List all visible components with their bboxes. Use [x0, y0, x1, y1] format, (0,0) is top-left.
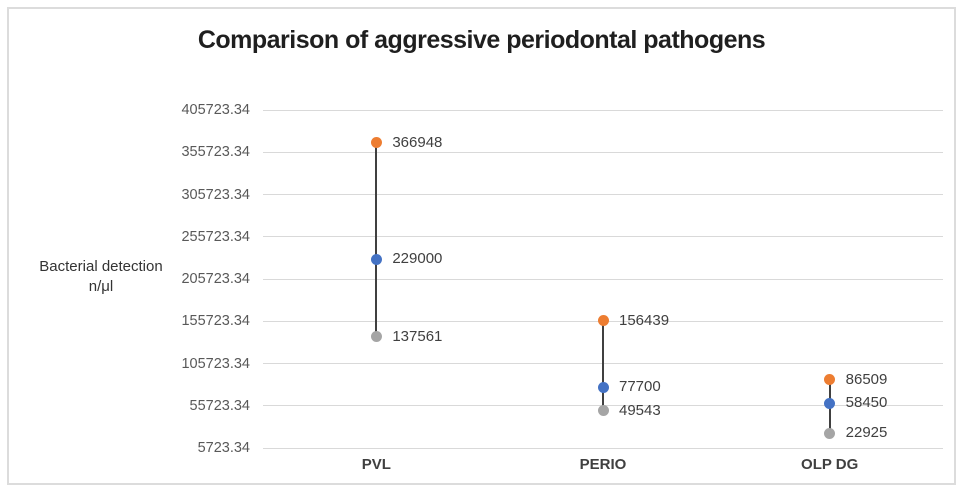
y-axis-tick-label: 55723.34: [189, 397, 250, 414]
y-axis-title: Bacterial detection n/μl: [15, 257, 187, 297]
data-label: 366948: [392, 133, 443, 151]
gridline: [263, 194, 943, 195]
x-axis-category-label: PVL: [361, 456, 391, 473]
y-axis-tick-label: 155723.34: [181, 313, 250, 330]
data-point-high: [824, 374, 836, 386]
y-axis-tick-label: 305723.34: [181, 186, 250, 203]
data-point-mid: [597, 381, 609, 393]
data-point-low: [824, 427, 836, 439]
y-axis-tick-label: 105723.34: [181, 355, 250, 372]
gridline: [263, 109, 943, 111]
data-label: 49543: [619, 401, 661, 419]
gridline: [263, 236, 943, 238]
data-label: 137561: [392, 327, 443, 345]
gridline: [263, 151, 943, 153]
data-label: 156439: [619, 311, 670, 329]
gridline: [263, 447, 943, 449]
data-point-mid: [370, 253, 382, 265]
y-axis-tick-label: 405723.34: [181, 102, 250, 118]
y-axis-tick-label: 5723.34: [197, 440, 250, 456]
high-low-line: [375, 142, 378, 337]
y-axis-tick-label: 355723.34: [181, 144, 250, 161]
x-axis-category-label: PERIO: [579, 456, 627, 473]
data-label: 229000: [392, 250, 443, 268]
data-point-high: [597, 315, 609, 327]
data-point-low: [370, 331, 382, 343]
data-point-mid: [824, 397, 836, 409]
y-axis-tick-label: 205723.34: [181, 271, 250, 287]
high-low-line: [602, 320, 604, 411]
y-axis-title-line2: n/μl: [88, 278, 114, 295]
data-label: 86509: [845, 370, 888, 388]
y-axis-tick-label: 255723.34: [181, 228, 250, 245]
data-label: 77700: [619, 378, 661, 396]
data-point-high: [370, 137, 382, 149]
gridline: [263, 278, 943, 280]
data-label: 58450: [845, 394, 888, 412]
chart-title: Comparison of aggressive periodontal pat…: [197, 26, 766, 54]
x-axis-category-label: OLP DG: [801, 456, 859, 473]
data-point-low: [597, 405, 609, 417]
y-axis-title-line1: Bacterial detection: [39, 258, 163, 275]
data-label: 22925: [845, 424, 888, 442]
